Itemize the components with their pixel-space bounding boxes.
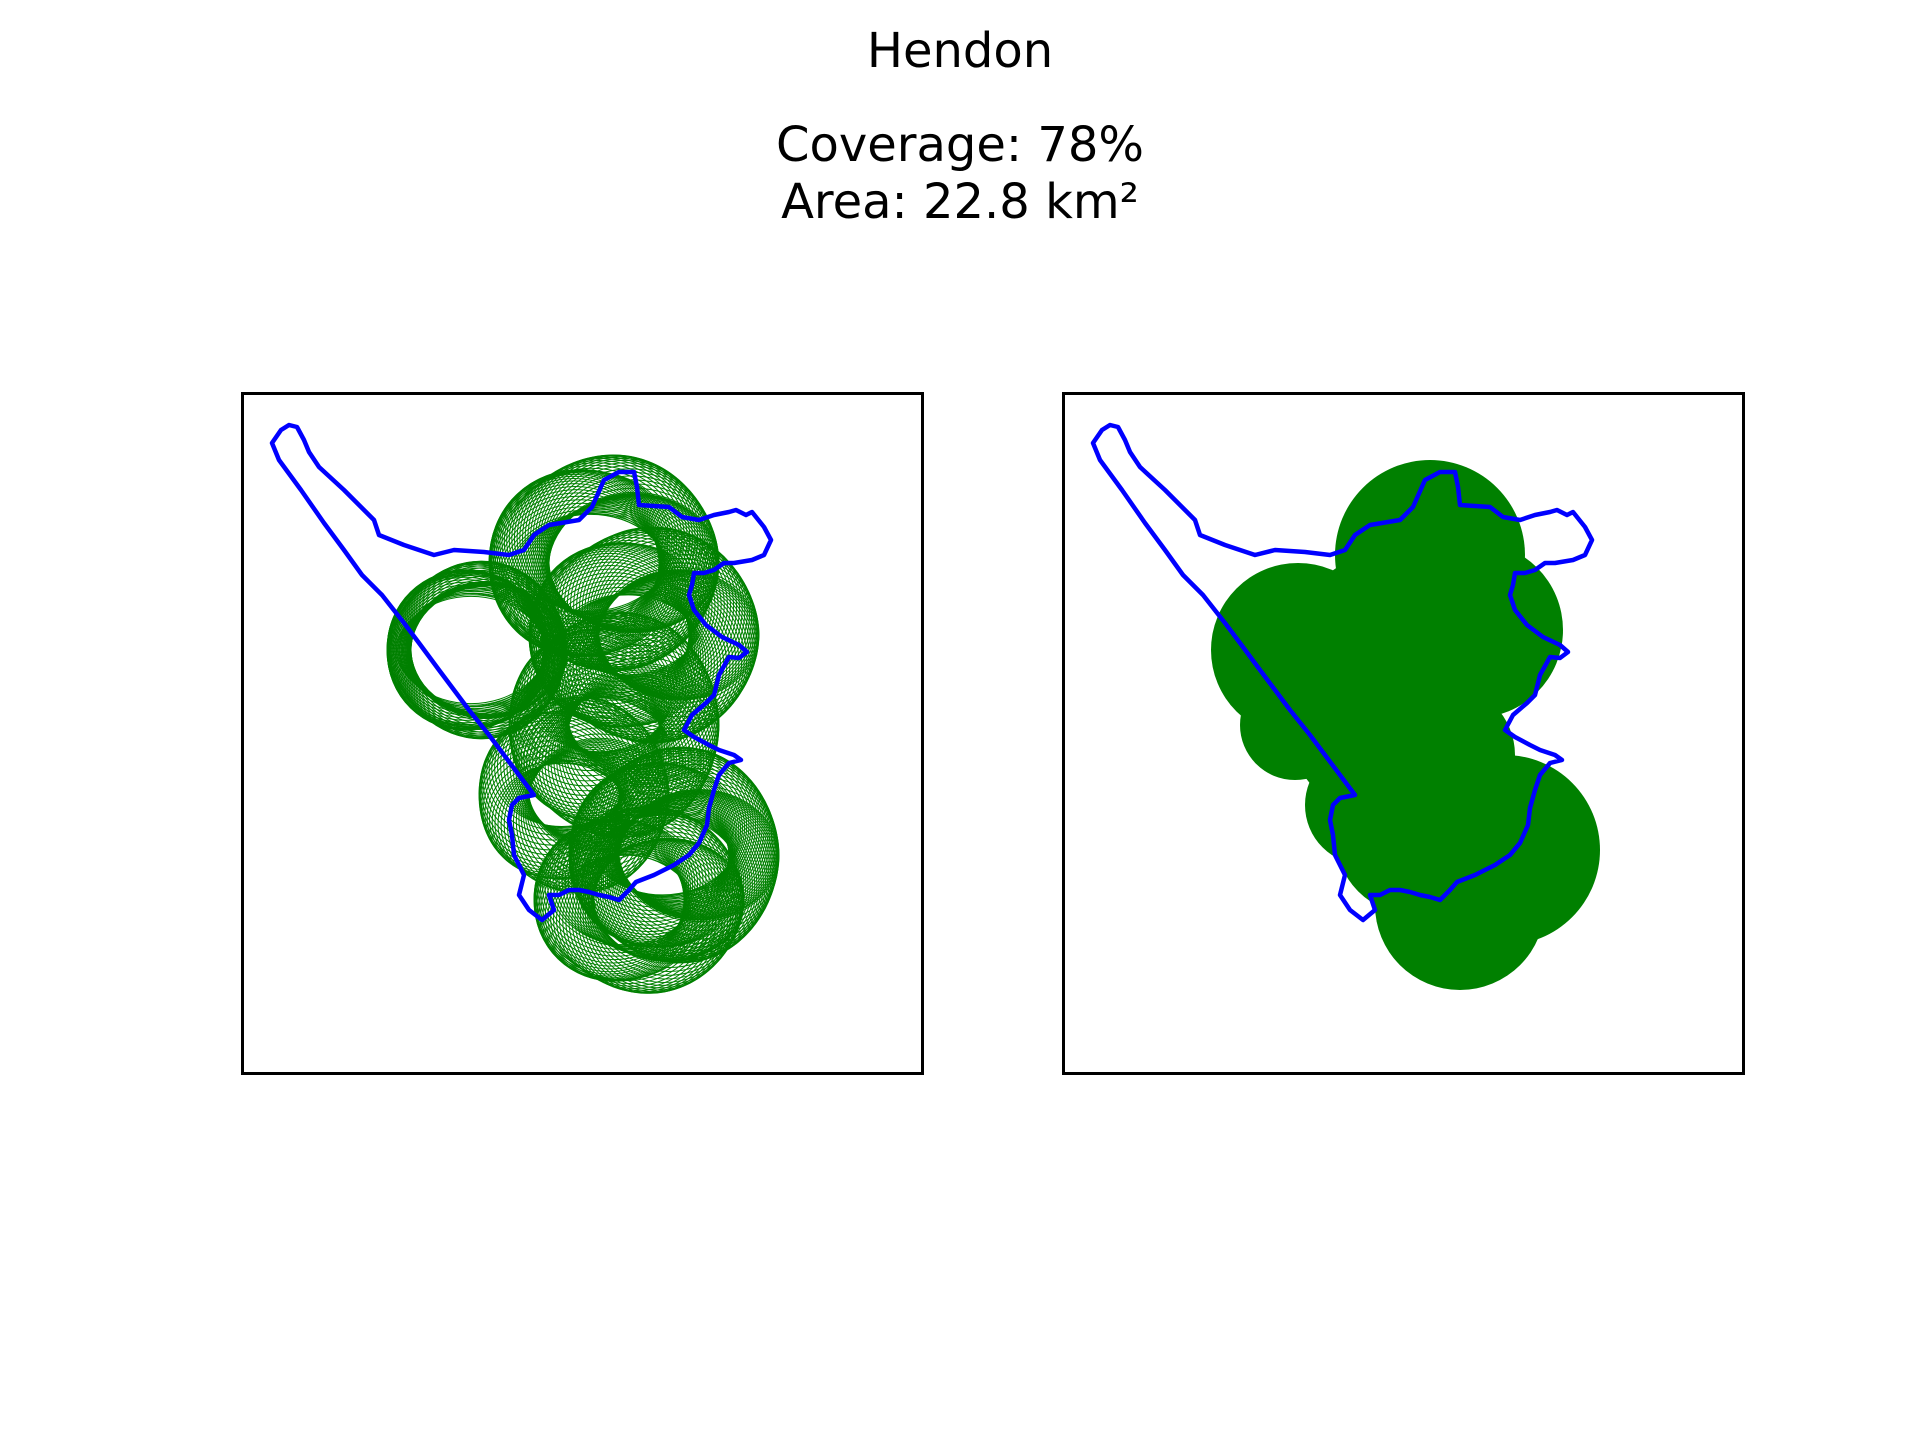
coverage-circle [529, 620, 681, 754]
coverage-area-bridge [1225, 555, 1535, 955]
coverage-map-outline-svg [269, 422, 780, 994]
coverage-circle [494, 706, 636, 828]
coverage-circle [484, 750, 626, 879]
coverage-area-filled [1211, 460, 1600, 990]
coverage-circle [587, 839, 738, 986]
coverage-circle [553, 853, 704, 985]
coverage-circle [531, 545, 693, 701]
coverage-circle [556, 852, 707, 987]
coverage-circle [482, 712, 624, 846]
coverage-circle [560, 590, 722, 740]
coverage-circle [491, 762, 633, 880]
district-boundary [1090, 422, 1595, 923]
coverage-circle [484, 711, 626, 841]
coverage-circle [594, 573, 756, 726]
coverage-circle [588, 838, 740, 983]
coverage-circle [506, 756, 648, 894]
coverage-map-filled-svg [1090, 422, 1600, 990]
coverage-circle [478, 719, 620, 860]
coverage-circle [512, 633, 664, 777]
coverage-circle [553, 592, 715, 736]
coverage-circle [488, 710, 630, 831]
coverage-circle [518, 748, 660, 890]
coverage-circle [509, 641, 661, 792]
coverage-circle [520, 747, 662, 887]
coverage-circle [522, 745, 664, 883]
coverage-circle [497, 761, 639, 888]
coverage-map-outline-panel [241, 392, 924, 1075]
coverage-circle [511, 635, 663, 782]
coverage-circle [554, 534, 716, 678]
coverage-circle [479, 716, 621, 856]
coverage-circle [559, 850, 710, 989]
coverage-circles-outline [386, 454, 780, 994]
coverage-label: Coverage: 78% [775, 117, 1145, 173]
district-boundary [269, 422, 774, 923]
area-label: Area: 22.8 km² [781, 174, 1139, 230]
map-title: Hendon [866, 23, 1054, 79]
coverage-circle [588, 576, 750, 736]
coverage-circle [480, 714, 622, 851]
coverage-map-filled-panel [1062, 392, 1745, 1075]
